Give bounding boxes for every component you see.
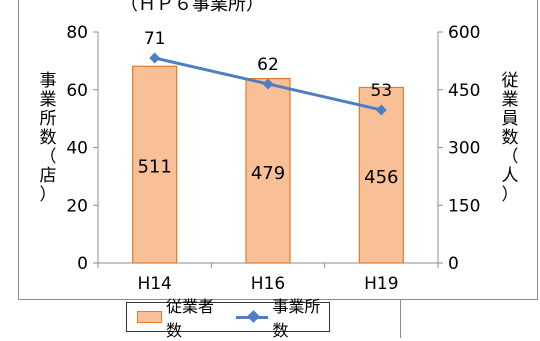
x-tick-label: H14 [137, 274, 171, 294]
line-point [149, 52, 161, 64]
y-left-tick-label: 20 [66, 196, 88, 216]
bar-data-label: 511 [137, 157, 171, 178]
y-right-tick-label: 600 [448, 23, 480, 43]
y-right-tick-label: 150 [448, 196, 480, 216]
bar [132, 65, 178, 264]
y-right-tick-label: 450 [448, 81, 480, 101]
legend-swatch-bar [137, 311, 162, 323]
legend-label-bar: 従業者数 [165, 297, 214, 340]
legend-item-line: 事業所数 [236, 293, 329, 341]
legend-swatch-line [236, 310, 269, 324]
bar-data-label: 456 [364, 167, 398, 188]
x-tick-label: H19 [364, 274, 398, 294]
bar-data-label: 479 [251, 163, 285, 184]
y-axis-left-label: 事業所数（店） [39, 71, 57, 205]
legend-item-bar: 従業者数 [137, 293, 222, 341]
bar [245, 77, 291, 264]
line-data-label: 62 [257, 55, 279, 75]
legend: 従業者数 事業所数 [126, 297, 330, 340]
y-left-tick-label: 80 [66, 23, 88, 43]
bar [358, 86, 404, 264]
chart-title: （ＨＰ６事業所） [120, 0, 264, 15]
y-right-tick-label: 300 [448, 139, 480, 159]
frame-divider [400, 300, 401, 338]
legend-label-line: 事業所数 [272, 297, 321, 340]
line-data-label: 71 [144, 29, 166, 49]
line-data-label: 53 [371, 81, 393, 101]
y-right-tick-label: 0 [448, 254, 459, 274]
line-point [375, 104, 387, 116]
chart-frame [18, 0, 538, 300]
y-left-tick-label: 60 [66, 81, 88, 101]
y-left-tick-label: 0 [77, 254, 88, 274]
y-axis-right-label: 従業員数（人） [501, 71, 519, 205]
line-point [262, 78, 274, 90]
x-tick-label: H16 [251, 274, 285, 294]
y-left-tick-label: 40 [66, 139, 88, 159]
